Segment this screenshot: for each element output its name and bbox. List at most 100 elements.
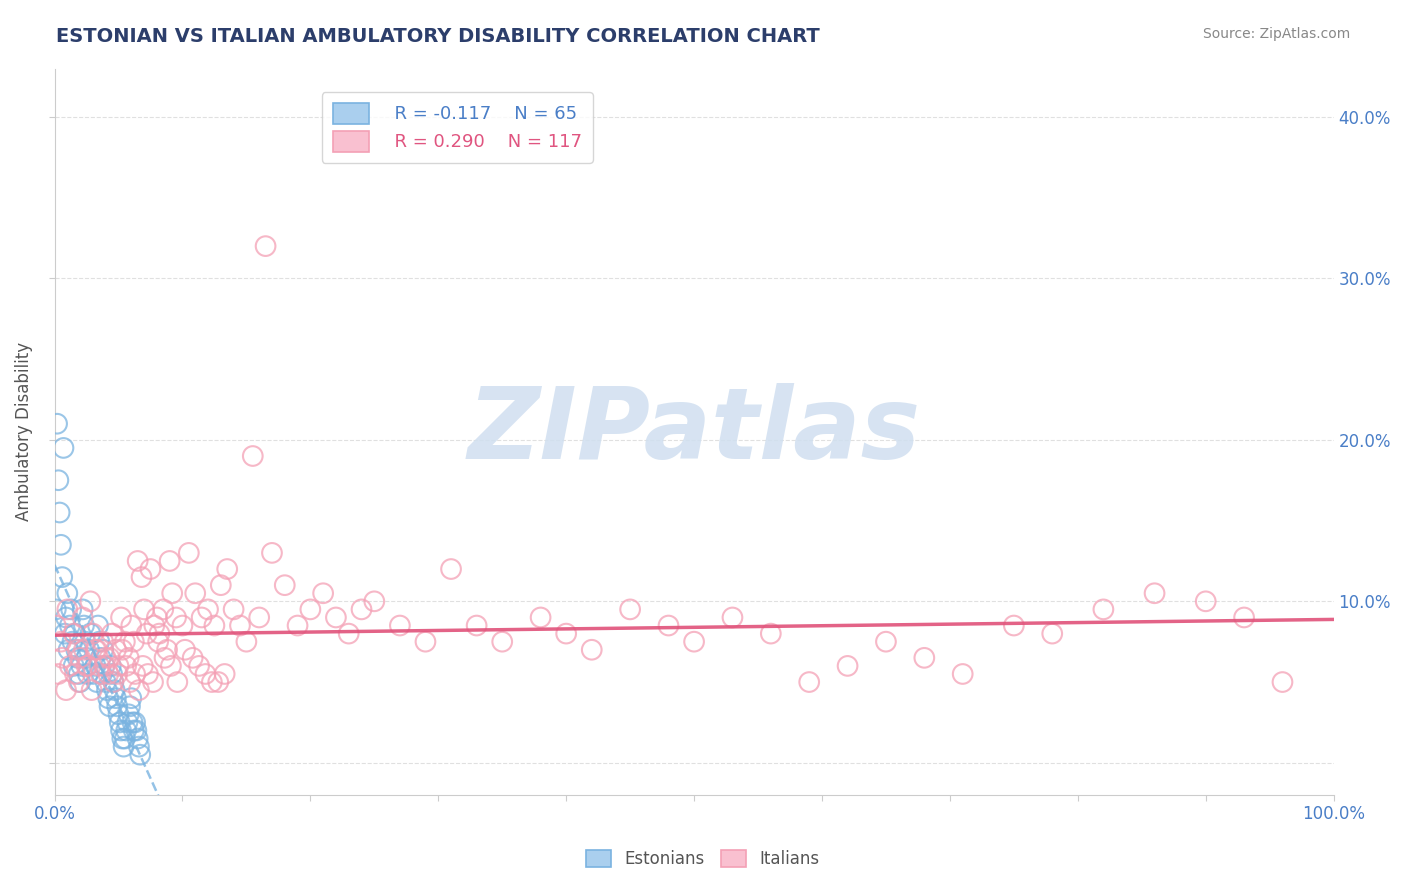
Text: Source: ZipAtlas.com: Source: ZipAtlas.com [1202, 27, 1350, 41]
Point [146, 610, 169, 624]
Point [55, 683, 77, 698]
Point [72, 602, 94, 616]
Point [160, 659, 183, 673]
Point [172, 618, 194, 632]
Point [76, 659, 98, 673]
Point [912, 650, 935, 665]
Point [104, 642, 127, 657]
Point [128, 739, 150, 754]
Point [683, 634, 706, 648]
Point [76, 667, 98, 681]
Point [84, 659, 107, 673]
Point [100, 659, 122, 673]
Point [120, 618, 142, 632]
Point [90, 667, 112, 681]
Point [59, 618, 82, 632]
Point [160, 586, 183, 600]
Point [165, 610, 187, 624]
Point [114, 634, 136, 648]
Point [107, 707, 129, 722]
Point [135, 626, 157, 640]
Point [105, 699, 128, 714]
Point [1233, 610, 1256, 624]
Point [66, 642, 89, 657]
Point [104, 691, 127, 706]
Point [56, 586, 79, 600]
Point [465, 618, 488, 632]
Point [159, 554, 181, 568]
Point [325, 610, 347, 624]
Point [1040, 626, 1063, 640]
Legend:   R = -0.117    N = 65,   R = 0.290    N = 117: R = -0.117 N = 65, R = 0.290 N = 117 [322, 92, 593, 162]
Point [70, 659, 93, 673]
Point [124, 667, 146, 681]
Point [1002, 618, 1025, 632]
Legend: Estonians, Italians: Estonians, Italians [579, 843, 827, 875]
Point [91, 642, 114, 657]
Point [89, 659, 111, 673]
Point [122, 634, 145, 648]
Point [73, 618, 96, 632]
Point [80, 683, 103, 698]
Y-axis label: Ambulatory Disability: Ambulatory Disability [15, 343, 32, 521]
Point [142, 675, 165, 690]
Point [201, 675, 224, 690]
Point [105, 667, 128, 681]
Point [1195, 594, 1218, 608]
Point [72, 610, 94, 624]
Point [177, 546, 200, 560]
Point [721, 610, 744, 624]
Point [1092, 602, 1115, 616]
Point [82, 667, 104, 681]
Point [45, 618, 67, 632]
Point [156, 642, 179, 657]
Point [75, 634, 97, 648]
Point [190, 610, 212, 624]
Point [73, 642, 96, 657]
Point [112, 739, 135, 754]
Point [51, 570, 73, 584]
Point [110, 723, 132, 738]
Point [91, 634, 114, 648]
Point [114, 731, 136, 746]
Point [118, 707, 141, 722]
Point [274, 578, 297, 592]
Point [529, 610, 551, 624]
Point [77, 642, 100, 657]
Point [337, 626, 360, 640]
Point [93, 659, 115, 673]
Point [1271, 675, 1294, 690]
Point [76, 659, 98, 673]
Point [63, 626, 86, 640]
Point [837, 659, 859, 673]
Point [97, 691, 120, 706]
Point [62, 659, 84, 673]
Point [153, 650, 176, 665]
Point [87, 618, 110, 632]
Point [299, 602, 322, 616]
Point [118, 675, 141, 690]
Point [139, 562, 162, 576]
Point [117, 715, 139, 730]
Point [111, 642, 134, 657]
Point [166, 675, 188, 690]
Point [82, 626, 104, 640]
Point [48, 667, 70, 681]
Point [235, 634, 257, 648]
Point [129, 747, 152, 762]
Point [104, 683, 127, 698]
Point [254, 239, 277, 253]
Point [657, 618, 679, 632]
Point [127, 554, 149, 568]
Point [111, 731, 134, 746]
Point [875, 634, 897, 648]
Point [242, 449, 264, 463]
Point [131, 570, 153, 584]
Point [115, 723, 138, 738]
Point [76, 650, 98, 665]
Point [120, 691, 142, 706]
Point [388, 618, 411, 632]
Point [363, 594, 385, 608]
Point [247, 610, 270, 624]
Point [69, 650, 91, 665]
